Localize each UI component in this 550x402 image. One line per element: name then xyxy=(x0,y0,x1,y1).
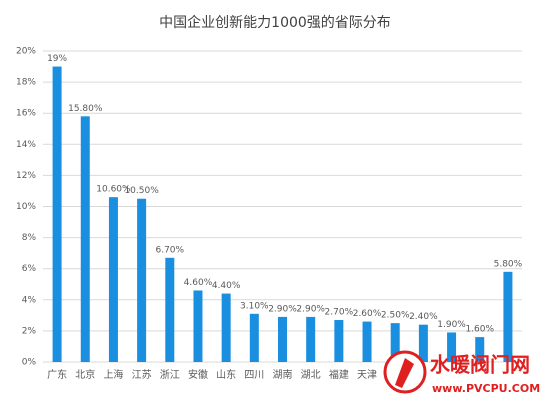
x-tick-label: 广东 xyxy=(47,368,67,381)
y-tick-label: 10% xyxy=(16,202,36,212)
data-label: 10.60% xyxy=(96,185,131,195)
y-tick-label: 16% xyxy=(16,109,36,119)
data-label: 4.40% xyxy=(212,281,241,291)
y-tick-label: 14% xyxy=(16,140,36,150)
x-tick-label: 北京 xyxy=(75,368,95,381)
y-tick-label: 12% xyxy=(16,171,36,181)
bar xyxy=(503,271,513,362)
x-tick-label: 江苏 xyxy=(132,368,152,381)
x-tick-label: 福建 xyxy=(329,368,349,381)
y-tick-label: 4% xyxy=(22,295,37,305)
y-tick-label: 20% xyxy=(16,47,36,57)
bar xyxy=(306,316,316,362)
x-tick-label: 上海 xyxy=(103,368,123,381)
bar xyxy=(80,116,90,362)
data-label: 6.70% xyxy=(155,245,184,255)
data-label: 1.60% xyxy=(465,325,494,335)
data-label: 2.90% xyxy=(268,304,297,314)
x-tick-label: 山东 xyxy=(216,368,236,381)
data-label: 2.90% xyxy=(296,304,325,314)
data-label: 2.70% xyxy=(325,308,354,318)
bar xyxy=(108,197,118,362)
x-tick-label: 浙江 xyxy=(160,369,180,381)
data-label: 5.80% xyxy=(494,259,523,269)
bar xyxy=(447,332,457,362)
data-label: 2.60% xyxy=(353,309,382,319)
y-tick-label: 8% xyxy=(22,233,37,243)
y-tick-label: 18% xyxy=(16,78,36,88)
chart-title: 中国企业创新能力1000强的省际分布 xyxy=(159,14,391,31)
bar xyxy=(193,290,203,362)
bar xyxy=(278,316,287,362)
data-label: 4.60% xyxy=(184,278,213,288)
x-tick-label: 湖北 xyxy=(301,369,321,381)
y-tick-label: 2% xyxy=(22,326,37,336)
bar xyxy=(165,257,175,362)
bar xyxy=(137,198,147,362)
data-label: 10.50% xyxy=(124,186,159,196)
watermark-text: 水暖阀门网 xyxy=(430,353,530,377)
x-tick-label: 四川 xyxy=(244,370,264,381)
watermark-logo-mark xyxy=(395,358,414,388)
bar xyxy=(362,321,372,362)
x-tick-label: 天津 xyxy=(357,369,377,381)
data-label: 1.90% xyxy=(437,320,466,330)
watermark: 水暖阀门网 www.PVCPU.COM xyxy=(383,350,540,395)
bar xyxy=(390,323,400,362)
data-label: 2.50% xyxy=(381,311,410,321)
y-tick-label: 0% xyxy=(22,358,37,368)
y-tick-label: 6% xyxy=(22,264,37,274)
x-tick-label: 湖南 xyxy=(273,368,293,381)
bar xyxy=(52,66,62,363)
x-tick-label: 安徽 xyxy=(188,368,208,381)
bar xyxy=(334,320,344,362)
data-label: 2.40% xyxy=(409,312,438,322)
bar xyxy=(475,337,485,362)
data-label: 15.80% xyxy=(68,104,103,114)
data-label: 3.10% xyxy=(240,301,269,311)
watermark-url: www.PVCPU.COM xyxy=(432,382,540,395)
bar xyxy=(221,293,231,362)
bar xyxy=(249,313,259,362)
bar xyxy=(418,324,428,362)
data-label: 19% xyxy=(47,54,67,64)
